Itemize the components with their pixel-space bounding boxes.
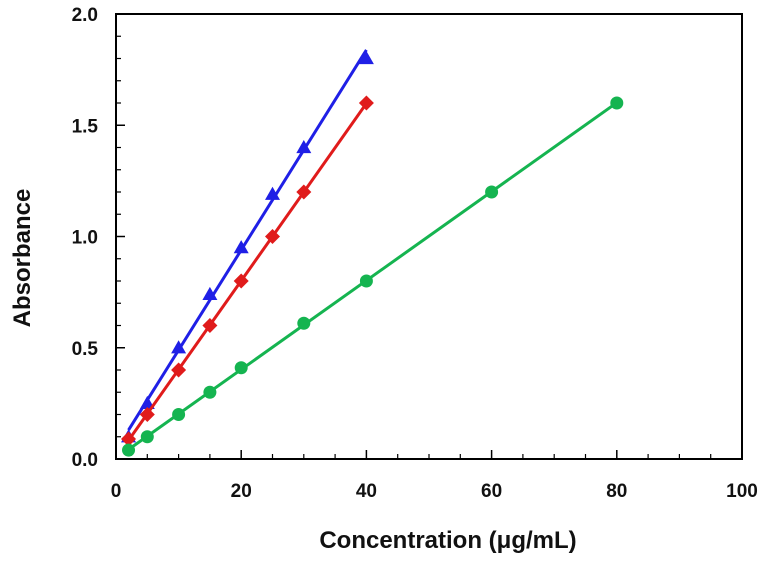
y-tick-label: 1.0 [72, 228, 98, 249]
x-tick-label: 0 [111, 481, 122, 502]
data-point-circle [234, 361, 248, 375]
series-1 [121, 49, 374, 443]
data-point-diamond [139, 407, 155, 422]
data-point-triangle [171, 340, 187, 354]
x-tick-label: 100 [726, 481, 758, 502]
data-point-triangle [233, 240, 249, 254]
data-point-triangle [265, 186, 280, 200]
data-point-diamond [358, 95, 374, 111]
x-tick-label: 80 [606, 481, 627, 502]
series-2-trendline [127, 102, 368, 442]
data-point-diamond [202, 318, 218, 333]
data-point-triangle [139, 395, 155, 409]
data-point-circle [122, 443, 136, 457]
y-tick-label: 0.0 [72, 450, 98, 471]
series-layer [121, 49, 624, 457]
y-tick-label: 1.5 [72, 116, 99, 137]
series-2 [121, 95, 374, 447]
ticks-layer [115, 13, 743, 460]
x-tick-label: 40 [356, 481, 377, 502]
data-point-circle [172, 408, 186, 421]
data-point-diamond [265, 229, 280, 244]
y-axis-title: Absorbance [9, 189, 36, 328]
series-1-trendline [127, 49, 368, 431]
data-point-triangle [296, 140, 312, 154]
data-point-diamond [296, 184, 312, 200]
data-point-diamond [171, 362, 187, 378]
data-point-triangle [202, 286, 218, 300]
data-point-diamond [233, 273, 249, 289]
data-point-circle [485, 185, 499, 199]
data-point-circle [610, 96, 624, 110]
data-point-circle [203, 385, 217, 399]
x-tick-label: 60 [481, 481, 502, 502]
series-3-trendline [127, 101, 618, 451]
data-point-diamond [121, 431, 137, 447]
y-tick-label: 2.0 [72, 5, 98, 26]
y-tick-label: 0.5 [72, 339, 99, 360]
x-tick-label: 20 [231, 481, 252, 502]
series-3 [122, 96, 624, 457]
data-point-triangle [358, 51, 374, 65]
data-point-circle [140, 430, 154, 444]
x-axis-title: Concentration (μg/mL) [319, 527, 576, 554]
data-point-circle [359, 274, 373, 288]
labels-layer: Concentration (μg/mL) Absorbance 0 20 40 60… [9, 5, 758, 554]
data-point-circle [297, 316, 311, 330]
